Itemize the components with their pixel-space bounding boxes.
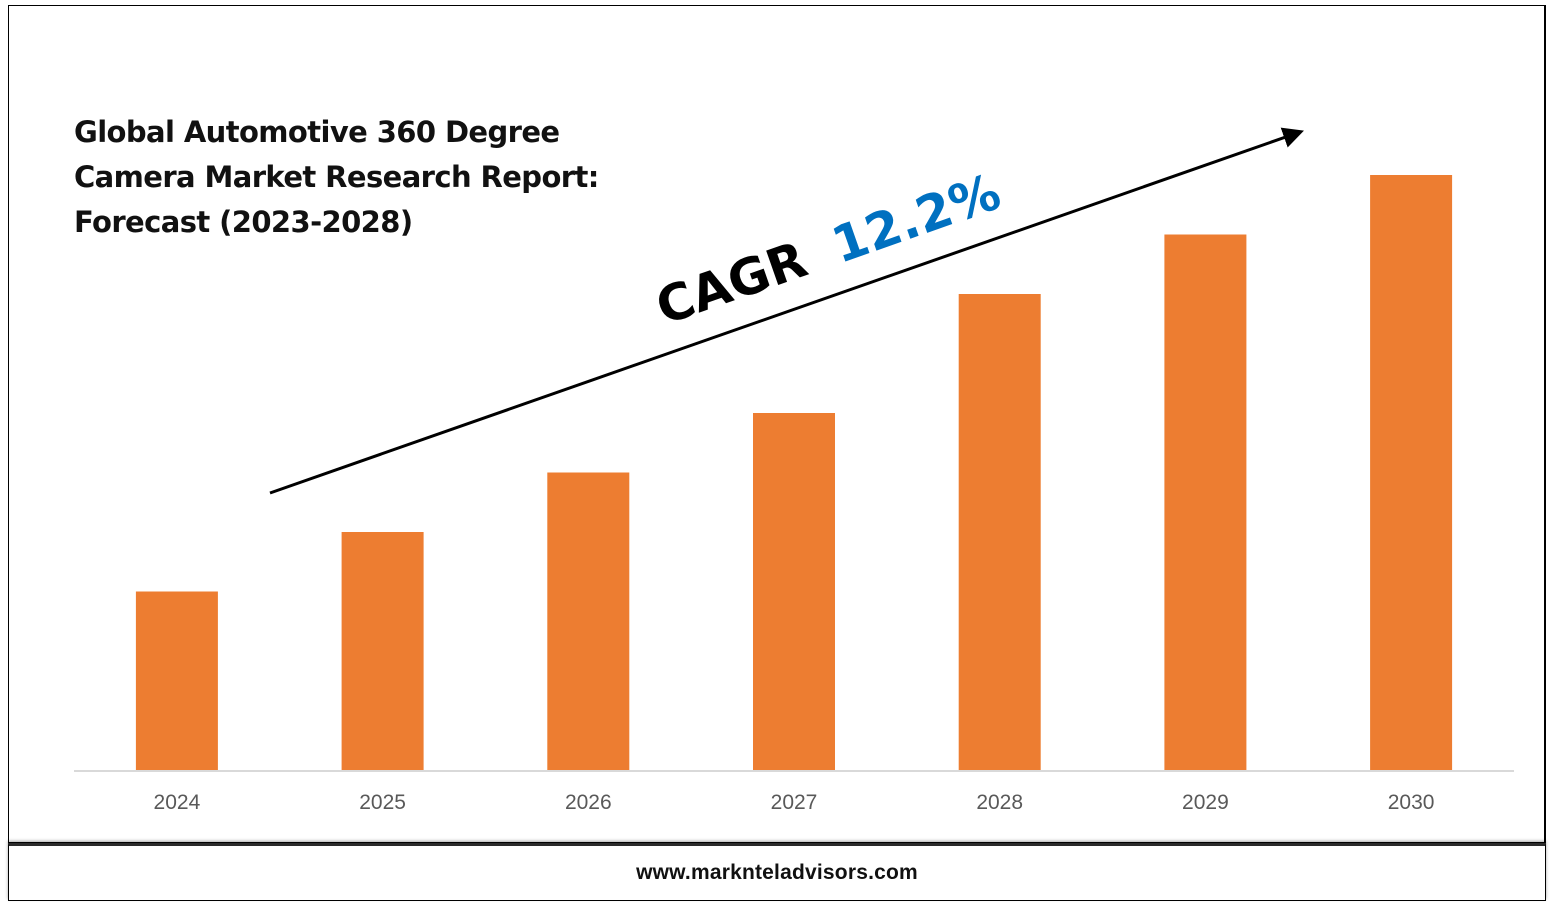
chart-title-line-2: Camera Market Research Report: xyxy=(74,160,599,194)
trend-arrow xyxy=(269,127,1304,495)
bar-2026 xyxy=(547,472,630,770)
x-tick-label-2024: 2024 xyxy=(154,791,201,814)
x-tick-label-2027: 2027 xyxy=(771,791,818,814)
cagr-annotation: CAGR 12.2% xyxy=(649,163,1008,337)
x-tick-label-2029: 2029 xyxy=(1182,791,1229,814)
x-tick-label-2026: 2026 xyxy=(565,791,612,814)
footer-website-link[interactable]: www.marknteladvisors.com xyxy=(636,861,918,884)
bar-2028 xyxy=(958,294,1041,770)
bar-2029 xyxy=(1164,234,1247,770)
bar-2030 xyxy=(1370,175,1453,770)
bar-2024 xyxy=(135,591,218,770)
chart-title: Global Automotive 360 Degree Camera Mark… xyxy=(74,110,634,245)
x-tick-label-2025: 2025 xyxy=(359,791,406,814)
chart-title-line-1: Global Automotive 360 Degree xyxy=(74,115,560,149)
bar-2027 xyxy=(753,413,835,770)
x-axis-tick-labels: 2024 2025 2026 2027 2028 2029 2030 xyxy=(154,791,1435,814)
x-tick-label-2030: 2030 xyxy=(1388,791,1435,814)
bar-2025 xyxy=(341,532,424,770)
cagr-label: CAGR xyxy=(649,230,814,336)
bar-series xyxy=(135,175,1453,770)
footer: www.marknteladvisors.com xyxy=(8,843,1546,901)
cagr-value: 12.2% xyxy=(825,163,1008,275)
x-tick-label-2028: 2028 xyxy=(976,791,1023,814)
chart-title-line-3: Forecast (2023-2028) xyxy=(74,205,413,239)
